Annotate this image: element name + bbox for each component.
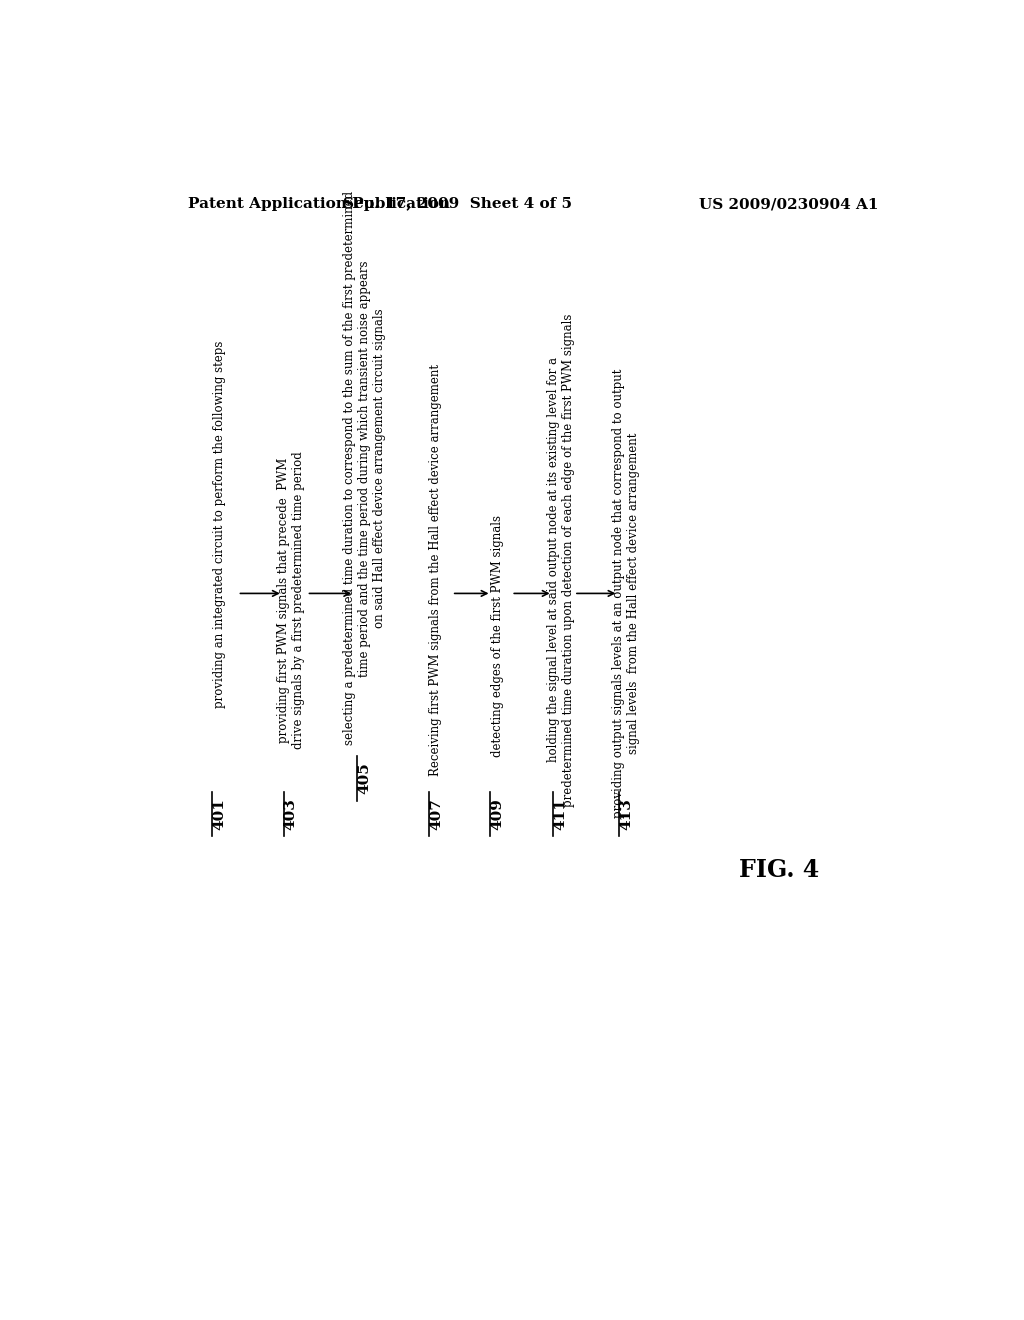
Text: 405: 405	[357, 763, 372, 795]
Text: 411: 411	[554, 799, 567, 830]
Text: providing first PWM signals that precede  PWM
drive signals by a first predeterm: providing first PWM signals that precede…	[276, 451, 305, 750]
Text: Patent Application Publication: Patent Application Publication	[187, 197, 450, 211]
Text: 413: 413	[620, 799, 634, 830]
Text: Receiving first PWM signals from the Hall effect device arrangement: Receiving first PWM signals from the Hal…	[429, 364, 442, 776]
Text: 407: 407	[429, 799, 443, 830]
Text: detecting edges of the first PWM signals: detecting edges of the first PWM signals	[490, 515, 504, 758]
Text: 409: 409	[490, 799, 504, 830]
Text: providing an integrated circuit to perform the following steps: providing an integrated circuit to perfo…	[213, 341, 225, 708]
Text: holding the signal level at said output node at its existing level for a
predete: holding the signal level at said output …	[547, 313, 574, 807]
Text: US 2009/0230904 A1: US 2009/0230904 A1	[699, 197, 879, 211]
Text: selecting a predetermined time duration to correspond to the sum of the first pr: selecting a predetermined time duration …	[343, 191, 386, 746]
Text: 401: 401	[212, 799, 226, 830]
Text: 403: 403	[284, 799, 298, 830]
Text: FIG. 4: FIG. 4	[738, 858, 819, 882]
Text: providing output signals levels at an output node that correspond to output
sign: providing output signals levels at an ou…	[612, 368, 640, 818]
Text: Sep. 17, 2009  Sheet 4 of 5: Sep. 17, 2009 Sheet 4 of 5	[343, 197, 571, 211]
